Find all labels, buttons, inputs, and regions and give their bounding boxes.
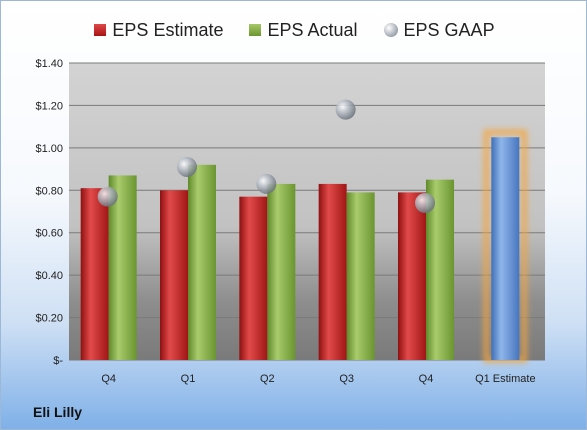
legend-item-estimate: EPS Estimate — [94, 20, 223, 41]
x-tick-label: Q3 — [339, 373, 354, 385]
bar-eps-estimate — [318, 183, 347, 360]
legend: EPS Estimate EPS Actual EPS GAAP — [1, 17, 586, 43]
point-eps-gaap — [97, 186, 118, 207]
point-eps-gaap — [415, 193, 435, 214]
x-tick-label: Q1 — [181, 373, 196, 385]
y-tick-label: $0.80 — [35, 185, 63, 197]
bar-eps-estimate — [160, 190, 188, 360]
y-tick-label: $- — [53, 355, 63, 367]
legend-swatch-actual — [249, 24, 262, 36]
bar-eps-estimate — [80, 188, 109, 360]
legend-label-gaap: EPS GAAP — [403, 19, 495, 40]
bar-eps-actual — [267, 183, 296, 360]
legend-label-estimate: EPS Estimate — [112, 19, 224, 40]
y-tick-label: $1.40 — [35, 58, 63, 70]
bar-eps-estimate — [239, 196, 268, 360]
bar-eps-estimate-next — [491, 137, 520, 360]
x-tick-label: Q2 — [260, 373, 275, 385]
y-tick-label: $1.00 — [35, 143, 63, 155]
point-eps-gaap — [177, 156, 197, 177]
legend-label-actual: EPS Actual — [267, 19, 358, 40]
legend-swatch-estimate — [94, 24, 107, 36]
legend-item-actual: EPS Actual — [249, 19, 358, 41]
legend-swatch-gaap — [383, 23, 398, 37]
legend-item-gaap: EPS GAAP — [383, 19, 495, 41]
bar-eps-estimate — [398, 192, 426, 360]
y-tick-label: $0.20 — [35, 313, 63, 325]
y-tick-label: $0.40 — [35, 270, 63, 282]
y-tick-label: $0.60 — [35, 228, 63, 240]
bar-eps-actual — [346, 192, 375, 360]
bar-eps-actual — [108, 175, 137, 360]
plot-area — [69, 63, 545, 360]
company-name: Eli Lilly — [33, 404, 83, 420]
x-tick-label: Q1 Estimate — [475, 373, 536, 385]
bar-eps-actual — [188, 164, 216, 360]
point-eps-gaap — [256, 173, 277, 194]
y-tick-label: $1.20 — [35, 100, 63, 112]
point-eps-gaap — [335, 99, 356, 120]
x-tick-label: Q4 — [101, 373, 116, 385]
x-tick-label: Q4 — [419, 373, 434, 385]
